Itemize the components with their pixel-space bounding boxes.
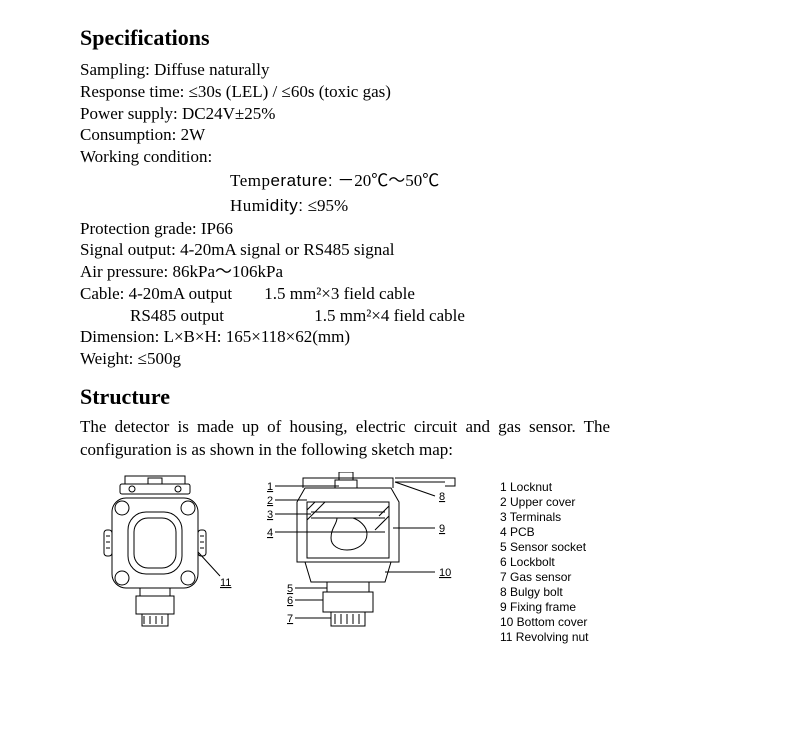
cable-2-label: RS485 output — [80, 305, 310, 327]
spec-cable-2: RS485 output 1.5 mm²×4 field cable — [80, 305, 720, 327]
legend-11: 11 Revolving nut — [500, 630, 589, 645]
legend-4: 4 PCB — [500, 525, 589, 540]
humidity-label: Humidity: — [230, 196, 303, 215]
specifications-heading: Specifications — [80, 25, 720, 51]
spec-power-supply: Power supply: DC24V±25% — [80, 103, 720, 125]
callout-1: 1 — [267, 481, 273, 493]
callout-7: 7 — [287, 613, 293, 625]
section-view-sketch: 1 2 3 4 5 6 7 8 9 10 — [245, 472, 490, 642]
spec-weight: Weight: ≤500g — [80, 348, 720, 370]
spec-sampling: Sampling: Diffuse naturally — [80, 59, 720, 81]
diagram-area: 11 — [80, 472, 720, 645]
diagram-legend: 1 Locknut 2 Upper cover 3 Terminals 4 PC… — [500, 480, 589, 645]
callout-11: 11 — [220, 577, 231, 589]
temperature-label: Temperature: — [230, 171, 333, 190]
callout-4: 4 — [267, 527, 273, 539]
temperature-value: －20℃～50℃ — [337, 171, 439, 190]
spec-signal-output: Signal output: 4-20mA signal or RS485 si… — [80, 239, 720, 261]
callout-10: 10 — [439, 567, 451, 579]
callout-2: 2 — [267, 495, 273, 507]
callout-5: 5 — [287, 583, 293, 595]
cable-2-value: 1.5 mm²×4 field cable — [314, 306, 465, 325]
cable-1-value: 1.5 mm²×3 field cable — [264, 284, 415, 303]
spec-consumption: Consumption: 2W — [80, 124, 720, 146]
legend-8: 8 Bulgy bolt — [500, 585, 589, 600]
legend-9: 9 Fixing frame — [500, 600, 589, 615]
spec-protection-grade: Protection grade: IP66 — [80, 218, 720, 240]
humidity-value: ≤95% — [308, 196, 349, 215]
legend-1: 1 Locknut — [500, 480, 589, 495]
spec-dimension: Dimension: L×B×H: 165×118×62(mm) — [80, 326, 720, 348]
spec-temperature: Temperature: －20℃～50℃ — [230, 170, 720, 193]
spec-working-condition-label: Working condition: — [80, 146, 720, 168]
document-page: Specifications Sampling: Diffuse natural… — [0, 0, 800, 737]
callout-6: 6 — [287, 595, 293, 607]
structure-paragraph: The detector is made up of housing, elec… — [80, 416, 610, 462]
legend-7: 7 Gas sensor — [500, 570, 589, 585]
callout-3: 3 — [267, 509, 273, 521]
legend-10: 10 Bottom cover — [500, 615, 589, 630]
callout-9: 9 — [439, 523, 445, 535]
spec-humidity: Humidity: ≤95% — [230, 195, 720, 218]
spec-response-time: Response time: ≤30s (LEL) / ≤60s (toxic … — [80, 81, 720, 103]
callout-8: 8 — [439, 491, 445, 503]
legend-5: 5 Sensor socket — [500, 540, 589, 555]
legend-6: 6 Lockbolt — [500, 555, 589, 570]
legend-2: 2 Upper cover — [500, 495, 589, 510]
spec-cable-1: Cable: 4-20mA output 1.5 mm²×3 field cab… — [80, 283, 720, 305]
spec-air-pressure: Air pressure: 86kPa～106kPa — [80, 261, 720, 283]
legend-3: 3 Terminals — [500, 510, 589, 525]
cable-1-label: Cable: 4-20mA output — [80, 283, 260, 305]
front-view-sketch: 11 — [80, 472, 235, 642]
structure-heading: Structure — [80, 384, 720, 410]
